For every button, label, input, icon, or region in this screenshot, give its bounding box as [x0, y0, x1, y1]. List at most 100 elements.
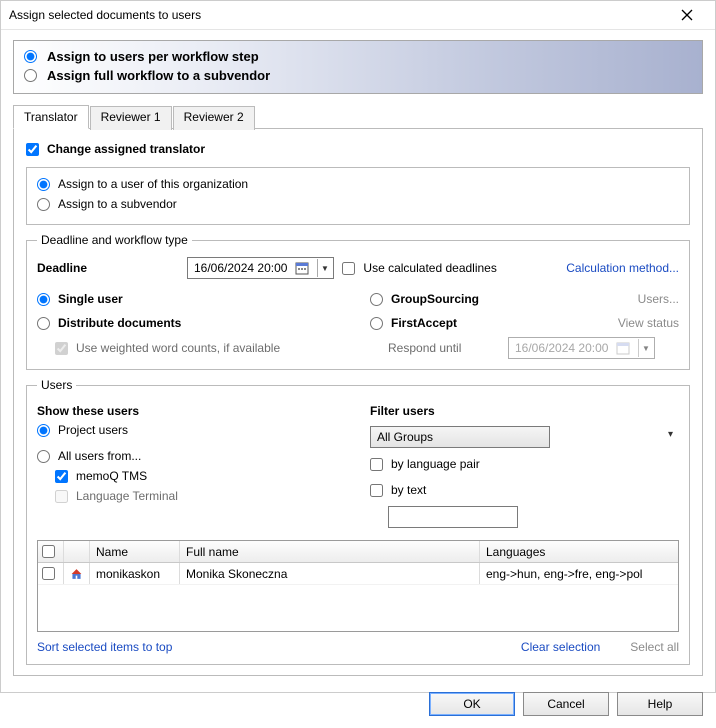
- firstaccept-label: FirstAccept: [391, 316, 457, 330]
- weighted-word-counts: Use weighted word counts, if available: [55, 337, 346, 359]
- row-checkbox[interactable]: [42, 567, 55, 580]
- assign-to-subvendor-label: Assign to a subvendor: [58, 197, 177, 211]
- view-status-link: View status: [618, 316, 679, 330]
- groupsourcing[interactable]: GroupSourcing: [370, 289, 479, 309]
- filter-by-language-pair[interactable]: by language pair: [370, 454, 679, 474]
- all-users-from-radio[interactable]: [37, 450, 50, 463]
- filter-group-combo-wrap: All Groups: [370, 426, 679, 448]
- groupsourcing-radio[interactable]: [370, 293, 383, 306]
- table-actions: Sort selected items to top Clear selecti…: [37, 640, 679, 654]
- change-assigned-translator[interactable]: Change assigned translator: [26, 139, 690, 159]
- memoq-tms-label: memoQ TMS: [76, 469, 147, 483]
- filter-by-lang-checkbox[interactable]: [370, 458, 383, 471]
- select-all-checkbox[interactable]: [42, 545, 55, 558]
- use-calculated-checkbox[interactable]: [342, 262, 355, 275]
- project-users-radio[interactable]: [37, 424, 50, 437]
- firstaccept-radio[interactable]: [370, 317, 383, 330]
- mode-full-subvendor-radio[interactable]: [24, 69, 37, 82]
- tab-panel-translator: Change assigned translator Assign to a u…: [13, 128, 703, 676]
- tab-reviewer1[interactable]: Reviewer 1: [90, 106, 172, 130]
- help-button[interactable]: Help: [617, 692, 703, 716]
- assign-to-subvendor-radio[interactable]: [37, 198, 50, 211]
- col-languages[interactable]: Languages: [480, 541, 678, 562]
- filter-by-lang-label: by language pair: [391, 457, 480, 471]
- col-name[interactable]: Name: [90, 541, 180, 562]
- respond-until-value: 16/06/2024 20:00: [515, 341, 608, 355]
- users-legend: Users: [37, 378, 76, 392]
- chevron-down-icon[interactable]: ▼: [317, 259, 331, 277]
- deadline-datepicker[interactable]: 16/06/2024 20:00 ▼: [187, 257, 334, 279]
- tab-reviewer2[interactable]: Reviewer 2: [173, 106, 255, 130]
- deadline-legend: Deadline and workflow type: [37, 233, 192, 247]
- house-icon: [64, 563, 90, 584]
- project-users[interactable]: Project users: [37, 420, 346, 440]
- distribute-documents[interactable]: Distribute documents: [37, 313, 346, 333]
- calendar-icon: [614, 339, 632, 357]
- all-users-from[interactable]: All users from...: [37, 446, 346, 466]
- calendar-icon[interactable]: [293, 259, 311, 277]
- dialog-window: Assign selected documents to users Assig…: [0, 0, 716, 693]
- calculation-method-link[interactable]: Calculation method...: [566, 261, 679, 275]
- show-users-label: Show these users: [37, 404, 346, 418]
- groupsourcing-row: GroupSourcing Users...: [370, 289, 679, 309]
- memoq-tms-checkbox[interactable]: [55, 470, 68, 483]
- weighted-checkbox: [55, 342, 68, 355]
- row-name: monikaskon: [90, 563, 180, 584]
- cancel-button[interactable]: Cancel: [523, 692, 609, 716]
- respond-until-label: Respond until: [370, 341, 500, 355]
- ok-button[interactable]: OK: [429, 692, 515, 716]
- distribute-radio[interactable]: [37, 317, 50, 330]
- filter-by-text-label: by text: [391, 483, 426, 497]
- users-group: Users Show these users Project users All…: [26, 378, 690, 665]
- assign-to-org-label: Assign to a user of this organization: [58, 177, 248, 191]
- mode-per-step-label: Assign to users per workflow step: [47, 49, 259, 64]
- firstaccept-row: FirstAccept View status: [370, 313, 679, 333]
- groupsourcing-label: GroupSourcing: [391, 292, 479, 306]
- deadline-group: Deadline and workflow type Deadline 16/0…: [26, 233, 690, 370]
- deadline-row: Deadline 16/06/2024 20:00 ▼ Use calculat…: [37, 257, 679, 279]
- filter-by-text-checkbox[interactable]: [370, 484, 383, 497]
- all-users-from-label: All users from...: [58, 449, 141, 463]
- use-calculated-label: Use calculated deadlines: [363, 261, 496, 275]
- language-terminal-label: Language Terminal: [76, 489, 178, 503]
- language-terminal-checkbox: [55, 490, 68, 503]
- mode-per-step[interactable]: Assign to users per workflow step: [24, 47, 692, 66]
- assign-target-group: Assign to a user of this organization As…: [26, 167, 690, 225]
- filter-text-input[interactable]: [388, 506, 518, 528]
- single-user[interactable]: Single user: [37, 289, 346, 309]
- mode-per-step-radio[interactable]: [24, 50, 37, 63]
- select-all-link: Select all: [630, 640, 679, 654]
- assign-to-subvendor[interactable]: Assign to a subvendor: [37, 194, 679, 214]
- tab-translator[interactable]: Translator: [13, 105, 89, 129]
- col-icon: [64, 541, 90, 562]
- deadline-label: Deadline: [37, 261, 187, 275]
- single-user-radio[interactable]: [37, 293, 50, 306]
- project-users-label: Project users: [58, 423, 128, 437]
- firstaccept[interactable]: FirstAccept: [370, 313, 457, 333]
- weighted-label: Use weighted word counts, if available: [76, 341, 280, 355]
- dialog-content: Assign to users per workflow step Assign…: [1, 30, 715, 682]
- assign-to-org-radio[interactable]: [37, 178, 50, 191]
- table-row[interactable]: monikaskon Monika Skoneczna eng->hun, en…: [38, 563, 678, 585]
- filter-group-combo[interactable]: All Groups: [370, 426, 550, 448]
- use-calculated-deadlines[interactable]: Use calculated deadlines: [342, 258, 496, 278]
- row-checkbox-cell: [38, 563, 64, 584]
- mode-full-subvendor[interactable]: Assign full workflow to a subvendor: [24, 66, 692, 85]
- sort-selected-link[interactable]: Sort selected items to top: [37, 640, 172, 654]
- close-icon[interactable]: [667, 1, 707, 29]
- change-assigned-label: Change assigned translator: [47, 142, 205, 156]
- row-languages: eng->hun, eng->fre, eng->pol: [480, 563, 678, 584]
- users-table: Name Full name Languages: [37, 540, 679, 632]
- filter-users-block: Filter users All Groups by language pair: [370, 404, 679, 528]
- tabstrip: Translator Reviewer 1 Reviewer 2: [13, 104, 703, 128]
- filter-by-text[interactable]: by text: [370, 480, 679, 500]
- mode-full-subvendor-label: Assign full workflow to a subvendor: [47, 68, 270, 83]
- memoq-tms[interactable]: memoQ TMS: [55, 466, 346, 486]
- table-header: Name Full name Languages: [38, 541, 678, 563]
- assign-to-org[interactable]: Assign to a user of this organization: [37, 174, 679, 194]
- col-full-name[interactable]: Full name: [180, 541, 480, 562]
- col-checkbox: [38, 541, 64, 562]
- change-assigned-checkbox[interactable]: [26, 143, 39, 156]
- clear-selection-link[interactable]: Clear selection: [521, 640, 600, 654]
- show-users-block: Show these users Project users All users…: [37, 404, 346, 528]
